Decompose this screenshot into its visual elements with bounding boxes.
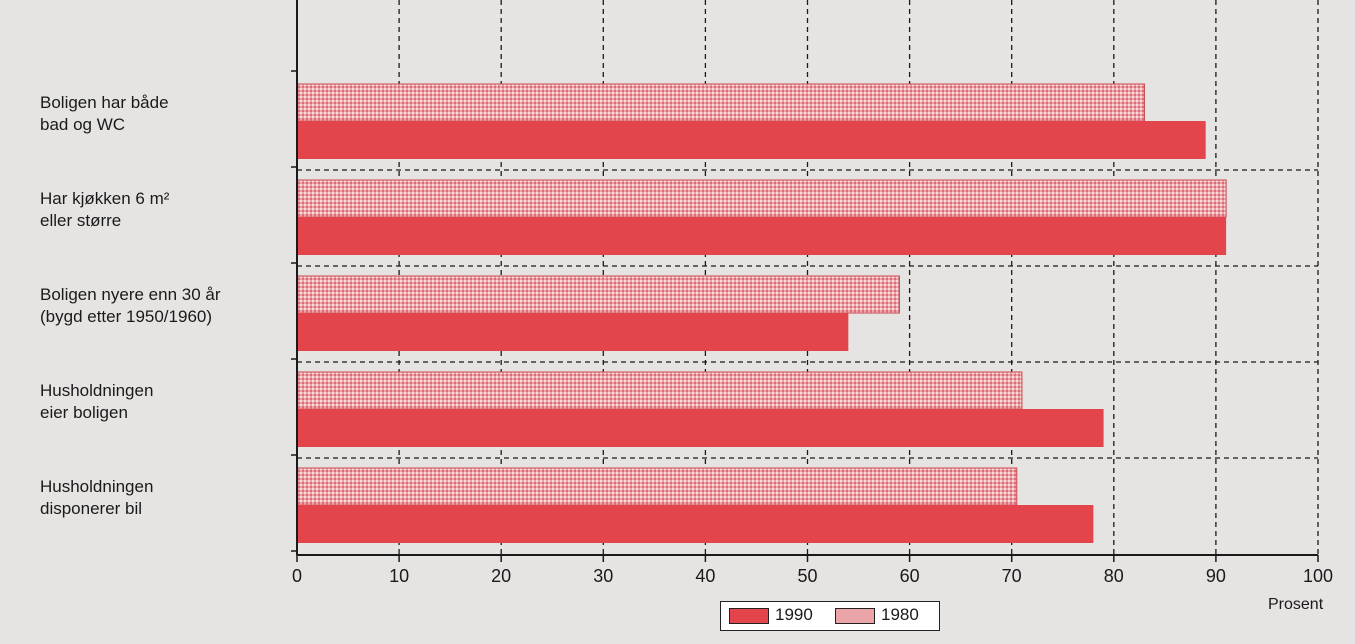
- category-label-line: eller større: [40, 211, 122, 230]
- x-axis-title: Prosent: [1268, 596, 1324, 613]
- x-tick-label-100: 100: [1303, 566, 1333, 586]
- x-tick-label-40: 40: [695, 566, 715, 586]
- x-tick-label-20: 20: [491, 566, 511, 586]
- category-label-3: Husholdningen eier boligen: [40, 380, 290, 424]
- x-tick-label-50: 50: [797, 566, 817, 586]
- bar-1980-0: [296, 83, 1145, 122]
- bar-1990-3: [297, 409, 1104, 447]
- legend-swatch-1980: [835, 608, 875, 624]
- bar-1980-3: [296, 371, 1023, 410]
- category-label-line: Husholdningen: [40, 381, 154, 400]
- x-tick-label-70: 70: [1002, 566, 1022, 586]
- category-label-4: Husholdningen disponerer bil: [40, 476, 290, 520]
- bar-1980-2: [296, 275, 900, 314]
- bar-1990-1: [297, 217, 1227, 255]
- x-tick-label-80: 80: [1104, 566, 1124, 586]
- bar-1990-4: [297, 505, 1094, 543]
- category-label-1: Har kjøkken 6 m² eller større: [40, 188, 290, 232]
- legend-label-1980: 1980: [881, 605, 919, 624]
- legend: 1990 1980: [720, 601, 940, 631]
- category-label-line: eier boligen: [40, 403, 128, 422]
- x-tick-label-30: 30: [593, 566, 613, 586]
- x-tick-label-0: 0: [292, 566, 302, 586]
- bar-1980-4: [296, 467, 1018, 506]
- bar-1980-1: [296, 179, 1227, 218]
- category-label-line: Boligen nyere enn 30 år: [40, 285, 221, 304]
- category-label-line: Har kjøkken 6 m²: [40, 189, 170, 208]
- bar-1990-2: [297, 313, 849, 351]
- x-tick-label-10: 10: [389, 566, 409, 586]
- category-label-line: Husholdningen: [40, 477, 154, 496]
- category-label-line: disponerer bil: [40, 499, 143, 518]
- legend-swatch-1990: [729, 608, 769, 624]
- category-label-line: bad og WC: [40, 115, 126, 134]
- bar-1990-0: [297, 121, 1206, 159]
- x-tick-label-60: 60: [900, 566, 920, 586]
- category-label-0: Boligen har både bad og WC: [40, 92, 290, 136]
- legend-label-1990: 1990: [775, 605, 813, 624]
- category-label-2: Boligen nyere enn 30 år (bygd etter 1950/…: [40, 284, 290, 328]
- x-tick-label-90: 90: [1206, 566, 1226, 586]
- category-label-line: (bygd etter 1950/1960): [40, 307, 213, 326]
- category-label-line: Boligen har både: [40, 93, 169, 112]
